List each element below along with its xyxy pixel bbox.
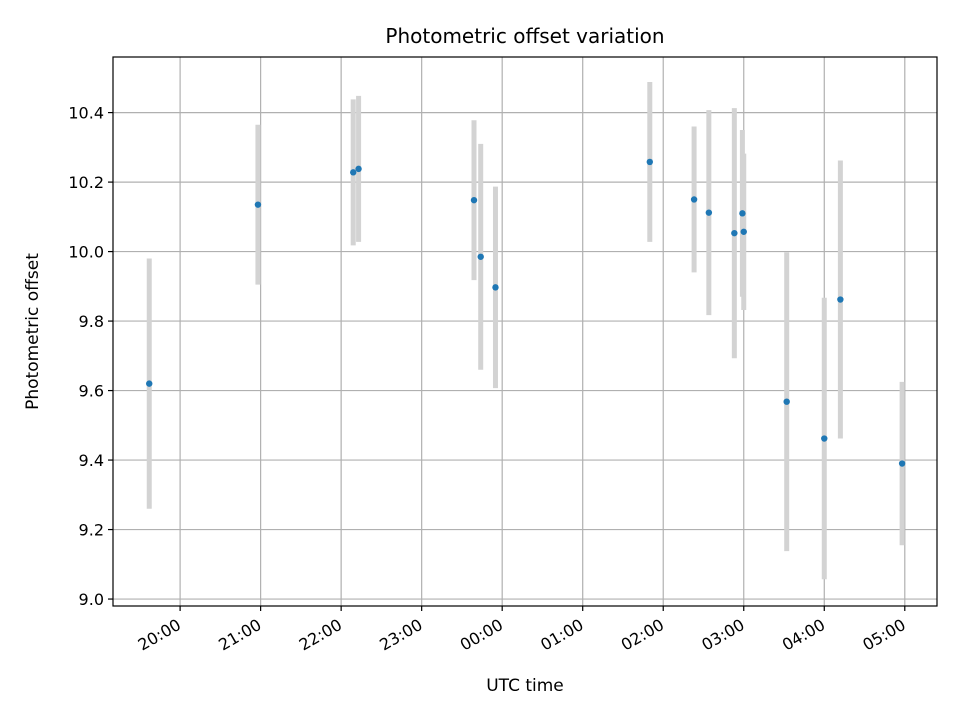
y-tick-label: 10.2 [68, 173, 104, 192]
data-point [739, 210, 746, 217]
data-point [690, 196, 698, 203]
y-tick-label: 9.6 [79, 382, 104, 401]
data-point [705, 209, 713, 216]
data-point [146, 380, 153, 387]
y-tick-label: 9.8 [79, 312, 104, 331]
data-point [837, 296, 844, 303]
y-tick-label: 10.0 [68, 243, 104, 262]
y-tick-label: 9.2 [79, 521, 104, 540]
data-point [492, 284, 499, 291]
data-points [146, 158, 906, 467]
data-point [646, 158, 654, 166]
plot-frame [112, 56, 938, 607]
data-point [731, 229, 738, 237]
data-point [350, 169, 357, 176]
data-point [355, 165, 362, 173]
chart-title: Photometric offset variation [385, 24, 664, 48]
data-point [898, 460, 906, 467]
data-point [470, 196, 478, 204]
data-point [783, 398, 790, 405]
y-axis-label: Photometric offset [23, 253, 43, 410]
y-axis-ticks: 9.0 9.2 9.4 9.6 9.8 10.0 10.2 10.4 [68, 104, 113, 609]
data-point [477, 253, 484, 260]
data-point [821, 435, 828, 442]
y-tick-label: 9.4 [79, 451, 104, 470]
y-tick-label: 10.4 [68, 104, 104, 123]
x-axis-label: UTC time [486, 676, 564, 696]
data-point [254, 201, 262, 208]
data-point [740, 228, 747, 235]
y-tick-label: 9.0 [79, 590, 104, 609]
